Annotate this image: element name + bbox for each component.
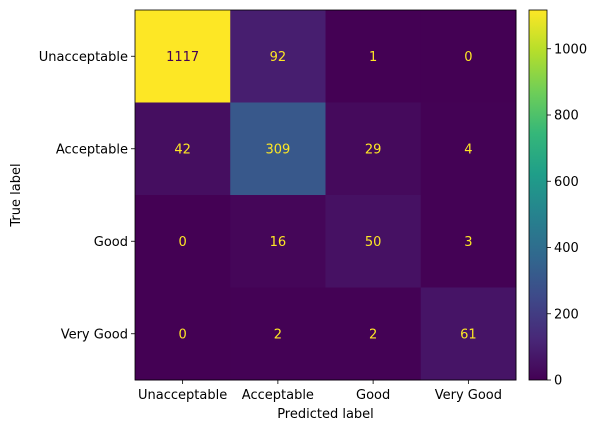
x-axis-ticks: Unacceptable Acceptable Good Very Good	[138, 380, 502, 403]
heatmap-cell	[420, 195, 517, 288]
colorbar-tick-label: 800	[554, 109, 579, 124]
heatmap-cell	[135, 287, 231, 381]
heatmap-cell	[230, 102, 326, 196]
heatmap-cell	[420, 10, 517, 103]
y-axis-ticks: Unacceptable Acceptable Good Very Good	[39, 50, 135, 342]
heatmap-cell	[420, 102, 517, 196]
colorbar-tick-label: 200	[554, 307, 579, 322]
cell-value-label: 16	[270, 235, 287, 250]
heatmap-cell	[230, 287, 326, 381]
cell-value-label: 61	[460, 327, 477, 342]
x-tick-label: Unacceptable	[138, 388, 227, 403]
cell-value-label: 0	[464, 50, 472, 65]
x-tick-label: Acceptable	[242, 388, 314, 403]
colorbar	[529, 10, 547, 380]
cell-value-label: 29	[365, 142, 382, 157]
heatmap-cell	[325, 287, 422, 381]
y-tick-label: Good	[94, 235, 128, 250]
heatmap-cells	[135, 10, 517, 381]
colorbar-tick-label: 400	[554, 241, 579, 256]
cell-value-label: 309	[265, 142, 290, 157]
cell-value-label: 1117	[166, 50, 199, 65]
cell-value-label: 0	[178, 327, 186, 342]
cell-value-label: 1	[369, 50, 377, 65]
cell-value-label: 42	[174, 142, 191, 157]
heatmap-cell-labels: 1117 92 1 0 42 309 29 4 0 16 50 3 0 2 2 61	[166, 50, 477, 343]
colorbar-frame	[528, 9, 548, 381]
heatmap-cell	[325, 195, 422, 288]
cell-value-label: 0	[178, 235, 186, 250]
y-axis-label: True label	[9, 163, 24, 227]
cell-value-label: 92	[270, 50, 287, 65]
colorbar-ticks: 0 200 400 600 800 1000	[547, 42, 587, 389]
y-tick-label: Unacceptable	[39, 50, 128, 65]
y-tick-label: Very Good	[61, 327, 128, 342]
x-tick-label: Good	[356, 388, 390, 403]
x-axis-label: Predicted label	[277, 407, 374, 422]
heatmap-cell	[135, 10, 231, 103]
heatmap-cell	[420, 287, 517, 381]
cell-value-label: 3	[464, 235, 472, 250]
x-tick-label: Very Good	[435, 388, 502, 403]
plot-frame	[134, 9, 517, 381]
colorbar-tick-label: 1000	[554, 42, 587, 57]
heatmap-cell	[135, 102, 231, 196]
heatmap-cell	[230, 10, 326, 103]
heatmap-cell	[325, 102, 422, 196]
colorbar-tick-label: 0	[554, 374, 562, 389]
cell-value-label: 4	[464, 142, 472, 157]
heatmap-cell	[325, 10, 422, 103]
colorbar-tick-label: 600	[554, 175, 579, 190]
heatmap-cell	[135, 195, 231, 288]
heatmap-cell	[230, 195, 326, 288]
cell-value-label: 50	[365, 235, 382, 250]
cell-value-label: 2	[369, 327, 377, 342]
cell-value-label: 2	[274, 327, 282, 342]
y-tick-label: Acceptable	[56, 142, 128, 157]
